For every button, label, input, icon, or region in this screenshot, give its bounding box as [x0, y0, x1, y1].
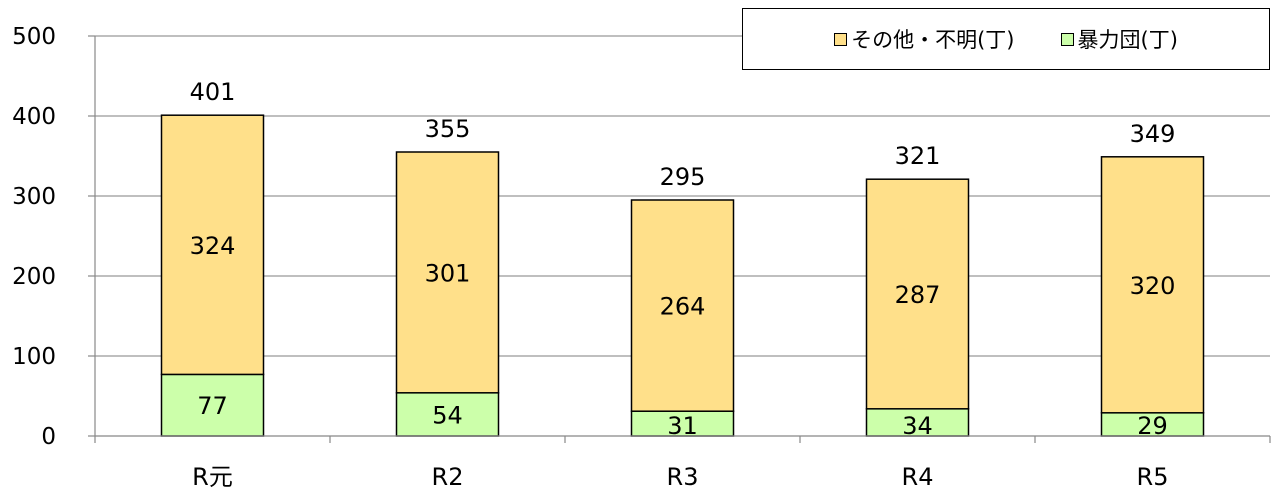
legend-swatch-other [834, 32, 848, 46]
legend-item-other: その他・不明(丁) [834, 24, 1015, 54]
total-label: 295 [660, 163, 706, 191]
y-tick-label: 300 [12, 184, 56, 210]
legend-item-gang: 暴力団(丁) [1060, 24, 1178, 54]
y-tick-label: 400 [12, 104, 56, 130]
y-axis: 0 100 200 300 400 500 [12, 24, 96, 450]
total-label: 321 [895, 142, 941, 170]
y-tick-label: 200 [12, 264, 56, 290]
bar-other [1100, 156, 1205, 414]
y-tick-label: 500 [12, 24, 56, 50]
legend-swatch-gang [1060, 32, 1074, 46]
bar-other [160, 114, 265, 376]
data-label-other: 287 [895, 281, 941, 309]
data-label-gang: 77 [197, 392, 228, 420]
bar-other [630, 199, 735, 412]
bar-other [395, 151, 500, 394]
data-label-other: 324 [190, 232, 236, 260]
total-label: 355 [425, 115, 471, 143]
bar-gang [160, 373, 265, 437]
legend: その他・不明(丁) 暴力団(丁) [742, 8, 1270, 70]
legend-label-gang: 暴力団(丁) [1077, 28, 1178, 52]
data-label-gang: 29 [1137, 412, 1168, 440]
x-tick-label: R3 [667, 463, 699, 491]
x-tick-label: R2 [432, 463, 464, 491]
x-axis: R元 R2 R3 R4 R5 [94, 435, 1271, 491]
gridlines [95, 35, 1270, 357]
x-tick-label: R4 [902, 463, 934, 491]
data-label-other: 320 [1130, 272, 1176, 300]
x-tick-label: R5 [1137, 463, 1169, 491]
total-label: 349 [1130, 120, 1176, 148]
data-label-gang: 54 [432, 401, 463, 429]
x-tick-label: R元 [192, 463, 233, 491]
bars [160, 114, 1205, 437]
bar-other [865, 178, 970, 410]
data-label-other: 264 [660, 293, 706, 321]
y-tick-label: 100 [12, 344, 56, 370]
data-label-gang: 34 [902, 412, 933, 440]
y-tick-label: 0 [41, 424, 56, 450]
bar-gang [865, 408, 970, 437]
data-label-gang: 31 [667, 412, 698, 440]
legend-label-other: その他・不明(丁) [851, 28, 1015, 52]
total-label: 401 [190, 78, 236, 106]
data-label-other: 301 [425, 259, 471, 287]
data-labels: 77 324 401 54 301 355 31 264 295 34 287 321 29 320 349 [190, 78, 1176, 440]
